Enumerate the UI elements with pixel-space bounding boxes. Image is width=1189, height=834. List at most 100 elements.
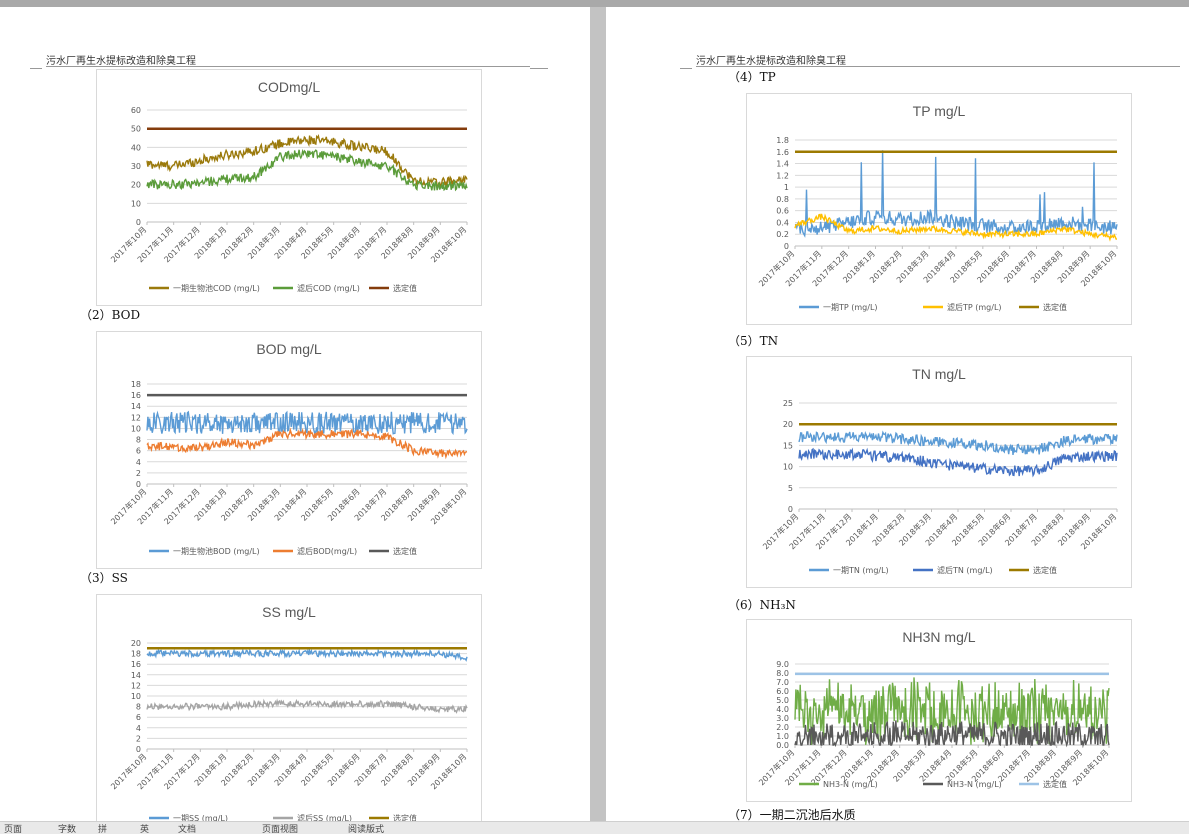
series-line	[794, 677, 1110, 746]
ss-chart-svg: SS mg/L024681012141618202017年10月2017年11月…	[108, 604, 468, 821]
y-tick-label: 10	[783, 463, 793, 472]
series-line	[146, 698, 468, 714]
y-tick-label: 18	[131, 650, 141, 659]
legend-entry: 一期TP (mg/L)	[823, 303, 878, 312]
chart-title: CODmg/L	[258, 79, 320, 95]
chart-title: TN mg/L	[912, 366, 966, 382]
legend-entry: 一期SS (mg/L)	[173, 814, 228, 821]
series-line	[798, 447, 1118, 478]
legend-entry: 选定值	[393, 546, 417, 556]
y-tick-label: 18	[131, 380, 141, 389]
y-tick-label: 5.0	[776, 696, 789, 705]
y-tick-label: 6.0	[776, 687, 789, 696]
y-tick-label: 20	[131, 639, 141, 648]
y-tick-label: 6	[136, 713, 141, 722]
tp-chart: TP mg/L 0 0.2 0.4 0.6 0.8 1 1.2 1.4 1.6 1.8 2017年10…	[746, 93, 1132, 325]
y-tick-label: 16	[131, 660, 141, 669]
legend-entry: 滤后TN (mg/L)	[937, 565, 993, 575]
legend-entry: 一期TN (mg/L)	[833, 566, 889, 575]
y-tick-label: 1.4	[776, 160, 789, 169]
legend-entry: 选定值	[1033, 565, 1057, 575]
page-header-text: 污水厂再生水提标改造和除臭工程	[696, 56, 846, 67]
ss-chart: SS mg/L 0 2 4 6 8 10 12 14 16 18 20 2017年10月 2017年11月…	[96, 594, 482, 821]
legend-entry: 滤后BOD(mg/L)	[297, 546, 357, 556]
legend-entry: 一期生物池BOD (mg/L)	[173, 546, 260, 556]
chart-title: NH3N mg/L	[902, 629, 975, 645]
y-tick-label: 20	[783, 420, 793, 429]
y-tick-label: 10	[131, 692, 141, 701]
y-tick-label: 60	[131, 106, 141, 115]
legend-entry: NH3-N (mg/L)	[823, 780, 878, 789]
series-line	[146, 148, 468, 192]
legend-entry: 滤后COD (mg/L)	[297, 283, 360, 293]
status-item-lang[interactable]: 英	[140, 825, 150, 834]
document-page-right: 污水厂再生水提标改造和除臭工程 （4）TP TP mg/L 0 0.2 0.4 0.6 0…	[606, 7, 1189, 821]
y-tick-label: 0.2	[776, 230, 789, 239]
y-tick-label: 8	[136, 703, 141, 712]
caption-bod: （2）BOD	[80, 308, 141, 322]
caption-tp: （4）TP	[728, 70, 776, 84]
y-tick-label: 25	[783, 399, 793, 408]
status-item-page[interactable]: 页面	[4, 825, 23, 834]
margin-mark	[680, 68, 692, 69]
page-gutter	[590, 7, 606, 821]
y-tick-label: 2.0	[776, 723, 789, 732]
chart-title: SS mg/L	[262, 604, 316, 620]
legend-entry: 选定值	[393, 813, 417, 821]
caption-tn: （5）TN	[728, 334, 779, 348]
chart-title: BOD mg/L	[256, 341, 322, 357]
y-tick-label: 4	[136, 724, 141, 733]
status-item-spell[interactable]: 拼	[98, 825, 108, 834]
cod-chart-svg: CODmg/L01020304050602017年10月2017年11月2017…	[108, 79, 468, 293]
y-tick-label: 7.0	[776, 678, 789, 687]
series-line	[146, 134, 468, 189]
series-line	[794, 150, 1118, 238]
status-item-reading-view[interactable]: 阅读版式	[348, 825, 385, 834]
status-item-doc[interactable]: 文档	[178, 825, 197, 834]
legend-entry: 选定值	[1043, 779, 1067, 789]
y-tick-label: 30	[131, 162, 141, 171]
legend-entry: 一期生物池COD (mg/L)	[173, 283, 260, 293]
y-tick-label: 0	[136, 745, 141, 754]
y-tick-label: 14	[131, 402, 141, 411]
y-tick-label: 20	[131, 181, 141, 190]
y-tick-label: 8.0	[776, 669, 789, 678]
y-tick-label: 1.6	[776, 148, 789, 157]
y-tick-label: 9.0	[776, 660, 789, 669]
series-line	[146, 647, 468, 662]
y-tick-label: 4	[136, 458, 141, 467]
margin-mark	[530, 68, 548, 69]
status-bar: 页面 字数 拼 英 文档 页面视图 阅读版式	[0, 821, 1189, 834]
y-tick-label: 0	[788, 505, 793, 514]
y-tick-label: 1.2	[776, 171, 789, 180]
status-item-page-view[interactable]: 页面视图	[262, 825, 299, 834]
y-tick-label: 50	[131, 125, 141, 134]
y-tick-label: 15	[783, 441, 793, 450]
series-line	[146, 410, 468, 436]
series-line	[794, 720, 1110, 748]
status-item-words[interactable]: 字数	[58, 825, 77, 834]
y-tick-label: 0	[784, 242, 789, 251]
y-tick-label: 6	[136, 447, 141, 456]
y-tick-label: 0.6	[776, 207, 789, 216]
legend-entry: 选定值	[393, 283, 417, 293]
legend-entry: 滤后SS (mg/L)	[297, 813, 352, 821]
series-line	[798, 430, 1118, 455]
nh3n-chart-svg: NH3N mg/L0.01.02.03.04.05.06.07.08.09.02…	[756, 629, 1110, 789]
y-tick-label: 3.0	[776, 714, 789, 723]
nh3n-chart: NH3N mg/L 0.0 1.0 2.0 3.0 4.0 5.0 6.0 7.0 8.0 9.0 2…	[746, 619, 1132, 802]
cod-chart: CODmg/L 0 10 20 30 40 50 60 2017年10月 2017年11月 2017…	[96, 69, 482, 306]
y-tick-label: 10	[131, 424, 141, 433]
y-tick-label: 1	[784, 183, 789, 192]
tp-chart-svg: TP mg/L00.20.40.60.811.21.41.61.82017年10…	[756, 103, 1118, 312]
y-tick-label: 4.0	[776, 705, 789, 714]
y-tick-label: 40	[131, 143, 141, 152]
y-tick-label: 5	[788, 484, 793, 493]
y-tick-label: 2	[136, 469, 141, 478]
y-tick-label: 0.0	[776, 741, 789, 750]
y-tick-label: 2	[136, 734, 141, 743]
tn-chart-svg: TN mg/L05101520252017年10月2017年11月2017年12…	[760, 366, 1118, 575]
y-tick-label: 0.8	[776, 195, 789, 204]
y-tick-label: 10	[131, 199, 141, 208]
series-line	[146, 427, 468, 460]
